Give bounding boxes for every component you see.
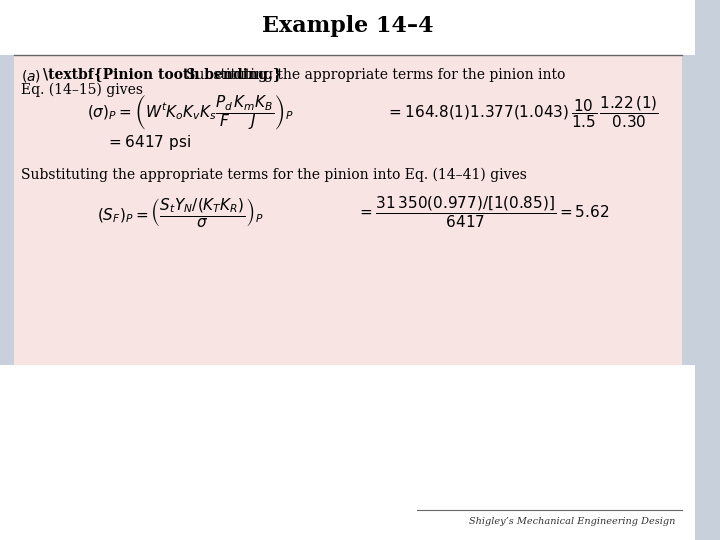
Text: Substituting the appropriate terms for the pinion into Eq. (14–41) gives: Substituting the appropriate terms for t… [22, 168, 527, 183]
Text: Eq. (14–15) gives: Eq. (14–15) gives [22, 83, 143, 97]
Text: $= 164.8(1)1.377(1.043)\, \dfrac{10}{1.5}\, \dfrac{1.22\,(1)}{0.30}$: $= 164.8(1)1.377(1.043)\, \dfrac{10}{1.5… [386, 94, 659, 130]
FancyBboxPatch shape [0, 0, 695, 55]
Text: Shigley’s Mechanical Engineering Design: Shigley’s Mechanical Engineering Design [469, 517, 676, 526]
FancyBboxPatch shape [14, 55, 682, 365]
Text: $(S_F)_P = \left( \dfrac{S_t Y_N / (K_T K_R)}{\sigma} \right)_P$: $(S_F)_P = \left( \dfrac{S_t Y_N / (K_T … [96, 195, 263, 228]
FancyBboxPatch shape [0, 365, 695, 540]
Text: $(\sigma)_P = \left( W^t K_o K_v K_s \dfrac{P_d}{F} \dfrac{K_m K_B}{J} \right)_P: $(\sigma)_P = \left( W^t K_o K_v K_s \df… [87, 92, 294, 132]
Text: $(a)$: $(a)$ [22, 68, 41, 84]
Text: Substituting the appropriate terms for the pinion into: Substituting the appropriate terms for t… [186, 68, 566, 82]
Text: Example 14–4: Example 14–4 [262, 15, 433, 37]
Text: \textbf{Pinion tooth bending.}: \textbf{Pinion tooth bending.} [43, 68, 282, 82]
Text: $= 6417\ \mathrm{psi}$: $= 6417\ \mathrm{psi}$ [107, 132, 191, 152]
Text: $= \dfrac{31\,350(0.977)/[1(0.85)]}{6417} = 5.62$: $= \dfrac{31\,350(0.977)/[1(0.85)]}{6417… [357, 194, 609, 230]
